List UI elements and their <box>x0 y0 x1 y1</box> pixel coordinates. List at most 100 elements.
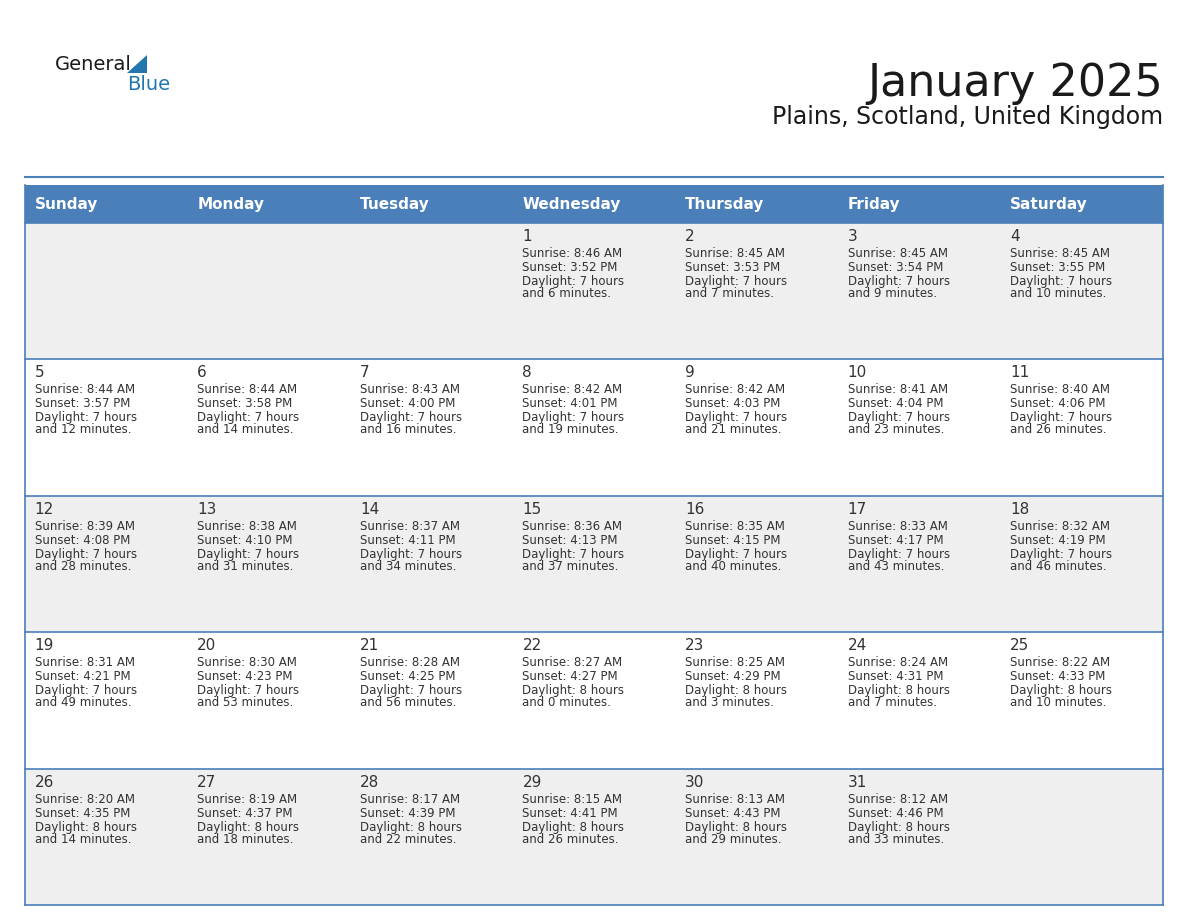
Text: Sunset: 4:43 PM: Sunset: 4:43 PM <box>685 807 781 820</box>
Bar <box>675 768 838 905</box>
Text: and 56 minutes.: and 56 minutes. <box>360 696 456 710</box>
Text: Sunset: 4:39 PM: Sunset: 4:39 PM <box>360 807 455 820</box>
Bar <box>25 768 188 905</box>
Text: Sunrise: 8:40 AM: Sunrise: 8:40 AM <box>1010 384 1110 397</box>
Text: Sunset: 3:55 PM: Sunset: 3:55 PM <box>1010 261 1105 274</box>
Text: 19: 19 <box>34 638 55 654</box>
Text: Sunset: 4:17 PM: Sunset: 4:17 PM <box>847 533 943 547</box>
Text: Sunrise: 8:13 AM: Sunrise: 8:13 AM <box>685 792 785 806</box>
Text: and 37 minutes.: and 37 minutes. <box>523 560 619 573</box>
Text: 24: 24 <box>847 638 867 654</box>
Bar <box>188 185 350 223</box>
Text: Sunset: 4:08 PM: Sunset: 4:08 PM <box>34 533 131 547</box>
Bar <box>350 185 513 223</box>
Text: 12: 12 <box>34 502 53 517</box>
Bar <box>350 496 513 633</box>
Text: and 22 minutes.: and 22 minutes. <box>360 833 456 845</box>
Text: Sunset: 4:21 PM: Sunset: 4:21 PM <box>34 670 131 683</box>
Text: and 49 minutes.: and 49 minutes. <box>34 696 131 710</box>
Bar <box>188 633 350 768</box>
Text: Saturday: Saturday <box>1010 196 1088 211</box>
Text: Sunset: 4:41 PM: Sunset: 4:41 PM <box>523 807 618 820</box>
Text: Sunset: 3:58 PM: Sunset: 3:58 PM <box>197 397 292 410</box>
Text: Sunrise: 8:44 AM: Sunrise: 8:44 AM <box>197 384 297 397</box>
Bar <box>25 633 188 768</box>
Text: Daylight: 8 hours: Daylight: 8 hours <box>197 821 299 834</box>
Text: and 53 minutes.: and 53 minutes. <box>197 696 293 710</box>
Text: Sunrise: 8:27 AM: Sunrise: 8:27 AM <box>523 656 623 669</box>
Text: Sunday: Sunday <box>34 196 99 211</box>
Text: 10: 10 <box>847 365 867 380</box>
Bar <box>350 223 513 360</box>
Text: and 14 minutes.: and 14 minutes. <box>34 833 131 845</box>
Text: Daylight: 7 hours: Daylight: 7 hours <box>1010 548 1112 561</box>
Text: Daylight: 8 hours: Daylight: 8 hours <box>847 684 949 697</box>
Text: Daylight: 7 hours: Daylight: 7 hours <box>523 275 625 288</box>
Text: Daylight: 7 hours: Daylight: 7 hours <box>523 411 625 424</box>
Text: 16: 16 <box>685 502 704 517</box>
Text: Sunrise: 8:37 AM: Sunrise: 8:37 AM <box>360 520 460 532</box>
Text: Sunrise: 8:35 AM: Sunrise: 8:35 AM <box>685 520 785 532</box>
Text: 14: 14 <box>360 502 379 517</box>
Text: and 19 minutes.: and 19 minutes. <box>523 423 619 436</box>
Text: Wednesday: Wednesday <box>523 196 621 211</box>
Text: and 14 minutes.: and 14 minutes. <box>197 423 293 436</box>
Text: Daylight: 7 hours: Daylight: 7 hours <box>1010 275 1112 288</box>
Text: Sunrise: 8:19 AM: Sunrise: 8:19 AM <box>197 792 297 806</box>
Text: and 9 minutes.: and 9 minutes. <box>847 287 936 300</box>
Text: Sunset: 4:03 PM: Sunset: 4:03 PM <box>685 397 781 410</box>
Text: and 26 minutes.: and 26 minutes. <box>523 833 619 845</box>
Text: Blue: Blue <box>127 75 170 94</box>
Text: Daylight: 7 hours: Daylight: 7 hours <box>360 684 462 697</box>
Text: Daylight: 7 hours: Daylight: 7 hours <box>685 275 788 288</box>
Text: Daylight: 7 hours: Daylight: 7 hours <box>34 684 137 697</box>
Text: 13: 13 <box>197 502 216 517</box>
Bar <box>350 360 513 496</box>
Text: and 6 minutes.: and 6 minutes. <box>523 287 612 300</box>
Text: and 26 minutes.: and 26 minutes. <box>1010 423 1107 436</box>
Text: Daylight: 7 hours: Daylight: 7 hours <box>685 548 788 561</box>
Text: Sunset: 4:35 PM: Sunset: 4:35 PM <box>34 807 131 820</box>
Text: 8: 8 <box>523 365 532 380</box>
Text: and 29 minutes.: and 29 minutes. <box>685 833 782 845</box>
Bar <box>838 633 1000 768</box>
Bar <box>675 223 838 360</box>
Text: 25: 25 <box>1010 638 1030 654</box>
Text: Sunrise: 8:28 AM: Sunrise: 8:28 AM <box>360 656 460 669</box>
Text: Sunset: 4:00 PM: Sunset: 4:00 PM <box>360 397 455 410</box>
Text: Sunset: 4:33 PM: Sunset: 4:33 PM <box>1010 670 1106 683</box>
Bar <box>513 768 675 905</box>
Text: and 28 minutes.: and 28 minutes. <box>34 560 131 573</box>
Text: 30: 30 <box>685 775 704 789</box>
Text: Sunset: 4:04 PM: Sunset: 4:04 PM <box>847 397 943 410</box>
Text: 2: 2 <box>685 229 695 244</box>
Text: Daylight: 7 hours: Daylight: 7 hours <box>360 411 462 424</box>
Text: Monday: Monday <box>197 196 264 211</box>
Text: Daylight: 8 hours: Daylight: 8 hours <box>1010 684 1112 697</box>
Text: Daylight: 8 hours: Daylight: 8 hours <box>847 821 949 834</box>
Bar <box>513 185 675 223</box>
Text: 11: 11 <box>1010 365 1030 380</box>
Text: Sunset: 4:25 PM: Sunset: 4:25 PM <box>360 670 455 683</box>
Text: January 2025: January 2025 <box>867 62 1163 105</box>
Bar <box>838 360 1000 496</box>
Text: Sunset: 4:15 PM: Sunset: 4:15 PM <box>685 533 781 547</box>
Text: Sunrise: 8:22 AM: Sunrise: 8:22 AM <box>1010 656 1111 669</box>
Text: Sunrise: 8:39 AM: Sunrise: 8:39 AM <box>34 520 134 532</box>
Bar <box>513 223 675 360</box>
Bar <box>25 223 188 360</box>
Text: 31: 31 <box>847 775 867 789</box>
Text: 7: 7 <box>360 365 369 380</box>
Bar <box>838 223 1000 360</box>
Text: and 18 minutes.: and 18 minutes. <box>197 833 293 845</box>
Bar <box>838 768 1000 905</box>
Bar <box>25 360 188 496</box>
Text: 23: 23 <box>685 638 704 654</box>
Text: Daylight: 7 hours: Daylight: 7 hours <box>197 548 299 561</box>
Text: 26: 26 <box>34 775 55 789</box>
Text: 5: 5 <box>34 365 44 380</box>
Text: and 31 minutes.: and 31 minutes. <box>197 560 293 573</box>
Text: Sunrise: 8:32 AM: Sunrise: 8:32 AM <box>1010 520 1110 532</box>
Text: and 21 minutes.: and 21 minutes. <box>685 423 782 436</box>
Text: Sunrise: 8:31 AM: Sunrise: 8:31 AM <box>34 656 134 669</box>
